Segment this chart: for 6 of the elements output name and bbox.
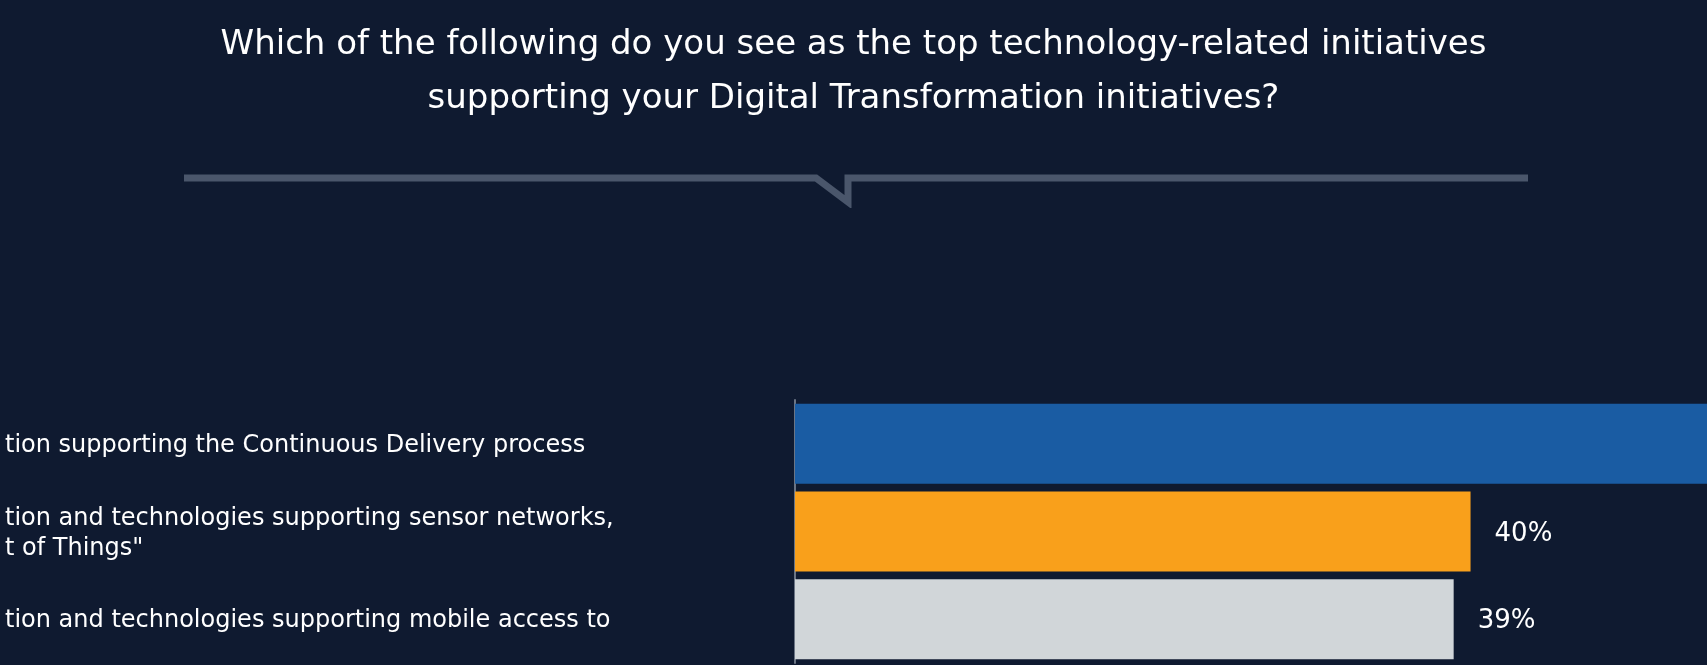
y-tick-label: tion supporting the Continuous Delivery process — [5, 429, 586, 458]
data-label: 40% — [1494, 516, 1553, 547]
y-tick-label: tion and technologies supporting mobile access to — [5, 605, 611, 634]
chart-title: Which of the following do you see as the top technology-related initiatives supporting your Digital Transformation initiatives? — [220, 22, 1487, 116]
data-label: 39% — [1477, 604, 1536, 635]
y-tick-label: tion and technologies supporting sensor networks, t of Things" — [5, 502, 614, 561]
